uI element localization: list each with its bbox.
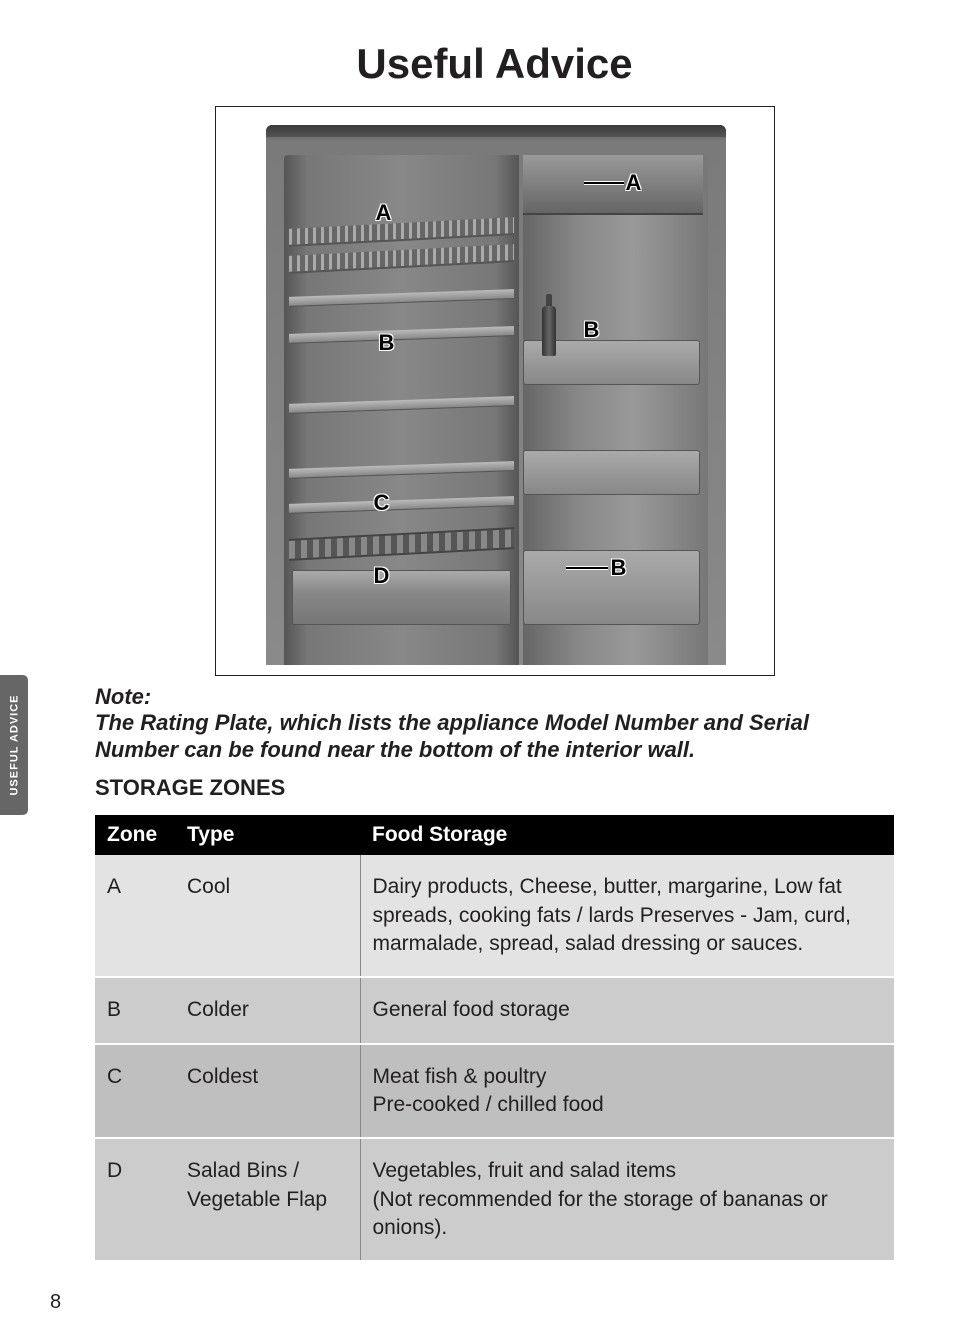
table-row: A Cool Dairy products, Cheese, butter, m… (95, 855, 894, 977)
storage-zones-table: Zone Type Food Storage A Cool Dairy prod… (95, 815, 894, 1262)
col-type: Type (175, 815, 360, 855)
diagram-label-a-left: A (376, 200, 392, 226)
diagram-label-c: C (374, 490, 390, 516)
col-zone: Zone (95, 815, 175, 855)
fridge-left-compartment (284, 155, 519, 665)
page-content: Useful Advice (0, 0, 954, 1336)
fridge-diagram: A A B B C D B (215, 106, 775, 676)
cell-type: Salad Bins / Vegetable Flap (175, 1138, 360, 1261)
cell-type: Cool (175, 855, 360, 977)
table-row: D Salad Bins / Vegetable Flap Vegetables… (95, 1138, 894, 1261)
cell-zone: D (95, 1138, 175, 1261)
diagram-label-b-left: B (379, 330, 395, 356)
fridge-right-door (523, 155, 708, 665)
cell-type: Colder (175, 977, 360, 1043)
table-row: C Coldest Meat fish & poultry Pre-cooked… (95, 1044, 894, 1139)
note-title: Note: (95, 684, 894, 710)
cell-storage: General food storage (360, 977, 894, 1043)
table-row: B Colder General food storage (95, 977, 894, 1043)
cell-storage: Meat fish & poultry Pre-cooked / chilled… (360, 1044, 894, 1139)
fridge-body: A A B B C D B (266, 125, 726, 665)
diagram-label-a-right: A (626, 170, 642, 196)
note-block: Note: The Rating Plate, which lists the … (95, 684, 894, 763)
page-title: Useful Advice (95, 40, 894, 88)
cell-type: Coldest (175, 1044, 360, 1139)
page-number: 8 (50, 1291, 61, 1314)
note-body: The Rating Plate, which lists the applia… (95, 710, 894, 763)
cell-zone: C (95, 1044, 175, 1139)
cell-storage: Vegetables, fruit and salad items (Not r… (360, 1138, 894, 1261)
col-storage: Food Storage (360, 815, 894, 855)
section-heading: STORAGE ZONES (95, 775, 894, 801)
table-header-row: Zone Type Food Storage (95, 815, 894, 855)
cell-zone: A (95, 855, 175, 977)
cell-storage: Dairy products, Cheese, butter, margarin… (360, 855, 894, 977)
cell-zone: B (95, 977, 175, 1043)
diagram-label-b-bottom: B (611, 555, 627, 581)
diagram-label-b-right: B (584, 317, 600, 343)
diagram-label-d: D (374, 563, 390, 589)
